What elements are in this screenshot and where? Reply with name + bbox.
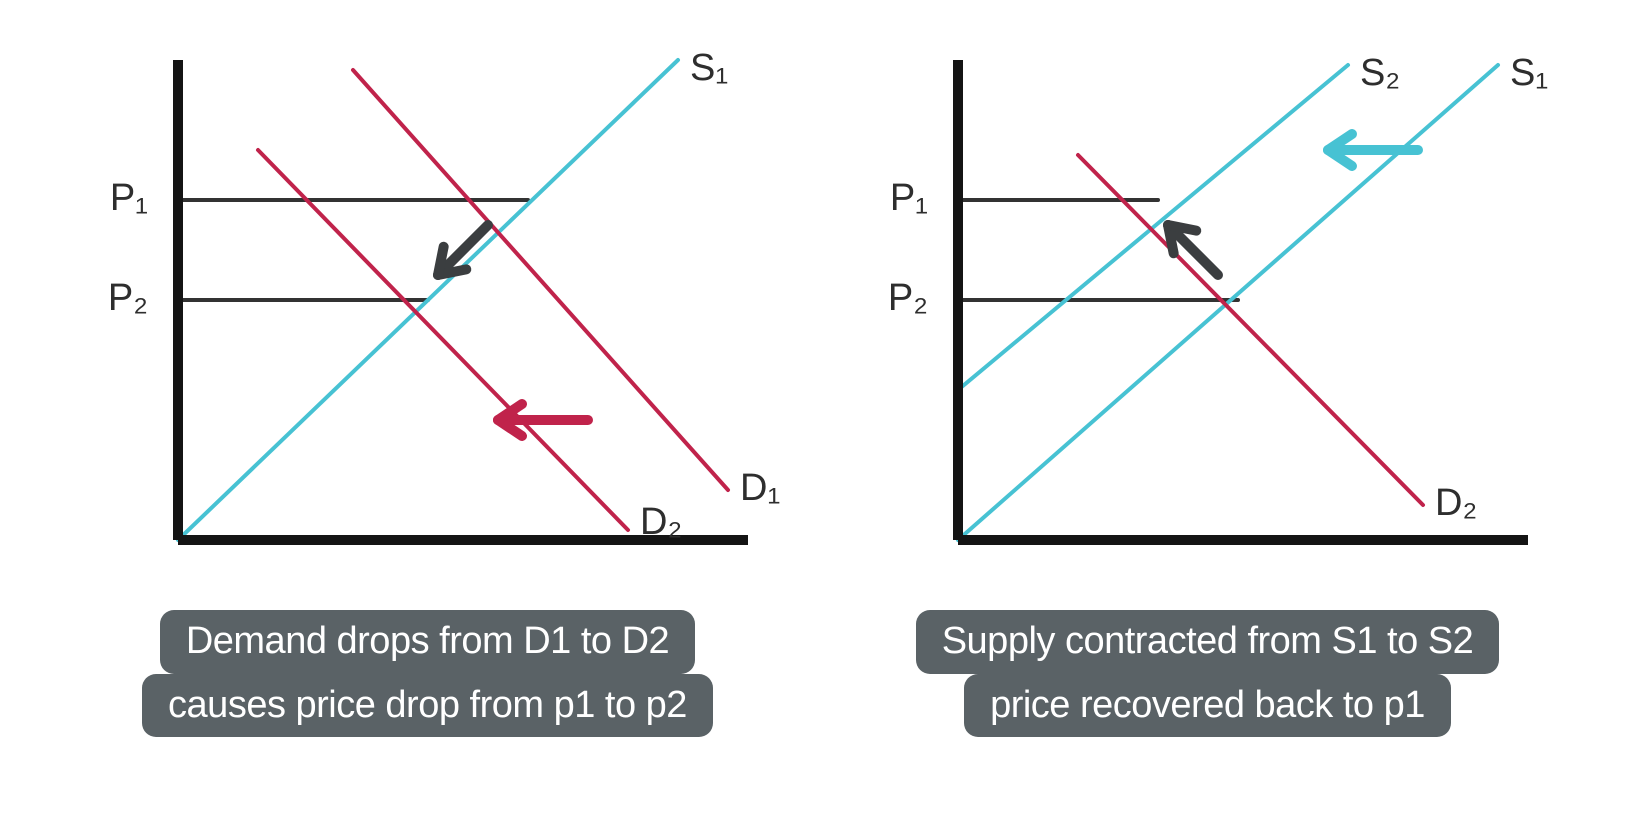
- caption-left: Demand drops from D1 to D2 causes price …: [142, 610, 713, 737]
- diagram-wrap: P₁ P₂ S₁ D₁ D₂ Demand drops from D1 to D2 ca…: [0, 0, 1635, 737]
- chart-left: P₁ P₂ S₁ D₁ D₂: [68, 20, 788, 580]
- caption-right-line2: price recovered back to p1: [964, 674, 1451, 738]
- caption-left-line1: Demand drops from D1 to D2: [160, 610, 695, 674]
- svg-text:P₂: P₂: [107, 277, 147, 319]
- panel-supply-shift: P₁ P₂ S₁ S₂ D₂ Supply contracted from S1 to …: [848, 20, 1568, 737]
- caption-right: Supply contracted from S1 to S2 price re…: [916, 610, 1500, 737]
- svg-text:D₂: D₂: [640, 501, 682, 543]
- svg-text:D₁: D₁: [740, 467, 780, 509]
- svg-text:D₂: D₂: [1435, 482, 1477, 524]
- panel-demand-shift: P₁ P₂ S₁ D₁ D₂ Demand drops from D1 to D2 ca…: [68, 20, 788, 737]
- svg-text:P₁: P₁: [889, 177, 927, 219]
- svg-text:S₂: S₂: [1360, 52, 1400, 94]
- svg-text:S₁: S₁: [690, 47, 728, 89]
- svg-text:P₁: P₁: [109, 177, 147, 219]
- caption-right-line1: Supply contracted from S1 to S2: [916, 610, 1500, 674]
- caption-left-line2: causes price drop from p1 to p2: [142, 674, 713, 738]
- chart-right: P₁ P₂ S₁ S₂ D₂: [848, 20, 1568, 580]
- svg-text:P₂: P₂: [887, 277, 927, 319]
- svg-text:S₁: S₁: [1510, 52, 1548, 94]
